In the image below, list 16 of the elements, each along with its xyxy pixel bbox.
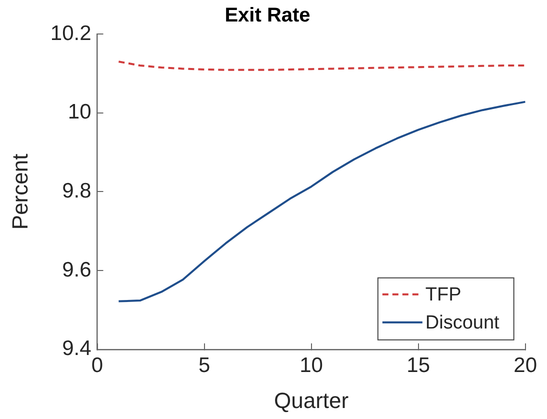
line-series (118, 60, 526, 71)
legend-label: Discount (425, 312, 500, 334)
x-axis-title: Quarter (274, 388, 349, 413)
y-tick-label: 9.4 (62, 337, 92, 360)
x-tick-label: 15 (406, 354, 430, 377)
y-tick-label: 9.6 (62, 258, 92, 282)
y-tick-label: 10.2 (50, 22, 92, 45)
chart-title: Exit Rate (224, 4, 310, 27)
x-tick-label: 0 (91, 354, 104, 377)
x-tick-label: 5 (198, 354, 210, 377)
x-tick-label: 10 (300, 354, 323, 377)
y-tick-label: 9.8 (62, 179, 92, 202)
y-tick-label: 10 (68, 100, 92, 124)
x-tick-label: 20 (514, 354, 537, 377)
y-axis-title: Percent (7, 154, 32, 230)
legend-label: TFP (425, 284, 462, 306)
